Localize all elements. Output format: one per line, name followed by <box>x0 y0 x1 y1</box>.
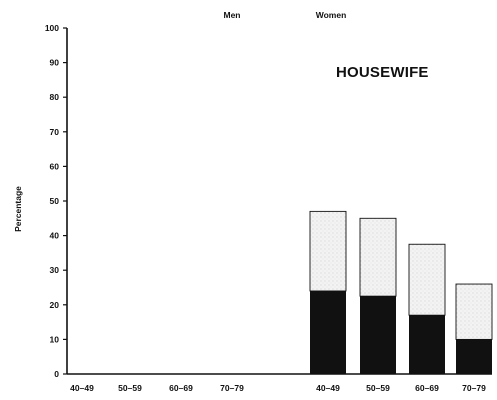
bar-stippled-segment <box>408 243 446 316</box>
y-tick-label: 90 <box>50 58 60 68</box>
bar-stippled-segment <box>309 210 347 292</box>
group-label: Men <box>224 10 241 20</box>
bar-solid-segment <box>409 315 445 374</box>
y-tick-label: 100 <box>45 23 59 33</box>
y-tick-label: 70 <box>50 127 60 137</box>
bar-solid-segment <box>456 339 492 374</box>
labels-layer: 0 10 20 30 40 50 60 70 80 90 100 Men Women 40–49 50–59… <box>45 10 486 393</box>
x-tick-label: 40–49 <box>316 383 340 393</box>
bar-stippled-segment <box>455 283 493 340</box>
x-tick-label: 70–79 <box>462 383 486 393</box>
axes-layer <box>63 27 492 375</box>
y-tick-label: 30 <box>50 265 60 275</box>
bar-stippled-segment <box>359 217 397 297</box>
y-tick-label: 10 <box>50 334 60 344</box>
x-tick-label: 60–69 <box>169 383 193 393</box>
y-axis-label: Percentage <box>13 186 23 232</box>
chart-annotation: HOUSEWIFE <box>336 64 429 81</box>
group-label: Women <box>316 10 347 20</box>
x-tick-label: 70–79 <box>220 383 244 393</box>
y-tick-label: 0 <box>54 369 59 379</box>
bar-solid-segment <box>310 290 346 374</box>
y-tick-label: 50 <box>50 196 60 206</box>
x-tick-label: 50–59 <box>366 383 390 393</box>
y-tick-label: 80 <box>50 92 60 102</box>
y-tick-label: 60 <box>50 161 60 171</box>
x-tick-label: 60–69 <box>415 383 439 393</box>
x-tick-label: 50–59 <box>118 383 142 393</box>
bars-layer <box>309 210 493 374</box>
x-tick-label: 40–49 <box>70 383 94 393</box>
bar-solid-segment <box>360 296 396 374</box>
y-tick-label: 40 <box>50 231 60 241</box>
y-tick-label: 20 <box>50 300 60 310</box>
